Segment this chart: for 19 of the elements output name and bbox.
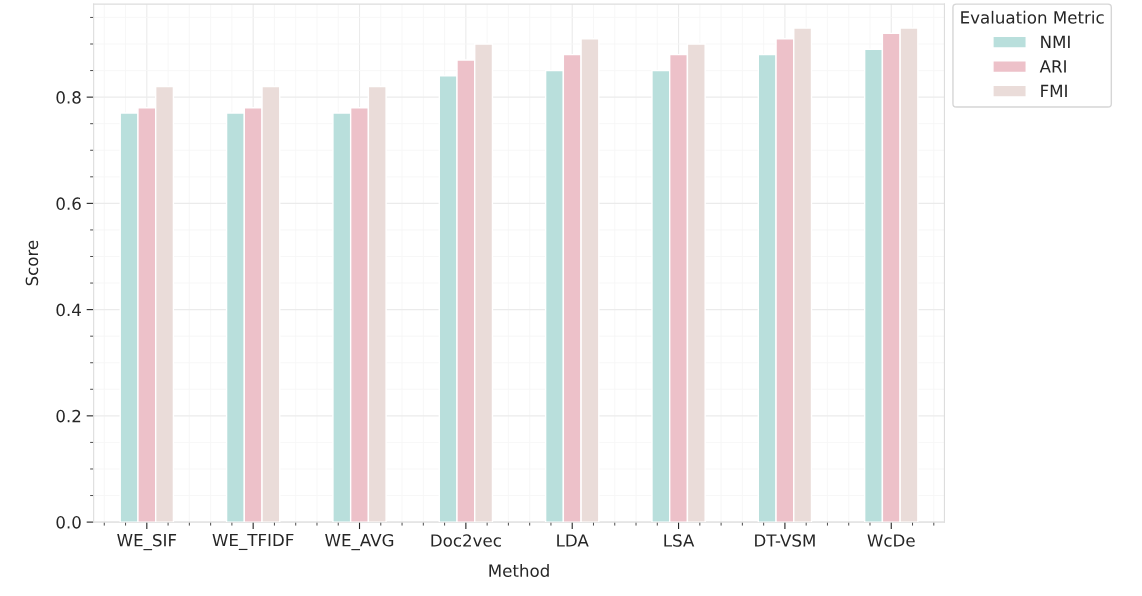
y-tick-label: 0.8	[56, 91, 81, 104]
y-tick-label: 0.0	[56, 516, 81, 529]
x-tick-label: WE_AVG	[325, 533, 394, 551]
x-tick-label: LSA	[664, 534, 695, 547]
y-tick-label: 0.4	[56, 303, 81, 317]
legend-label: FMI	[1041, 84, 1067, 97]
x-axis-title: Method	[489, 564, 549, 577]
x-tick-label: Doc2vec	[431, 534, 501, 547]
x-tick-label: WcDe	[867, 534, 915, 547]
legend-title: Evaluation Metric	[961, 10, 1104, 24]
legend-label: ARI	[1039, 60, 1066, 73]
x-tick-label: WE_TFIDF	[212, 533, 294, 551]
x-tick-label: WE_SIF	[117, 533, 177, 551]
y-axis-title: Score	[25, 240, 39, 286]
legend-label: NMI	[1041, 35, 1070, 48]
y-tick-label: 0.6	[56, 197, 81, 210]
y-tick-label: 0.2	[56, 409, 81, 423]
x-tick-label: DT-VSM	[755, 534, 815, 547]
x-tick-label: LDA	[557, 534, 589, 547]
